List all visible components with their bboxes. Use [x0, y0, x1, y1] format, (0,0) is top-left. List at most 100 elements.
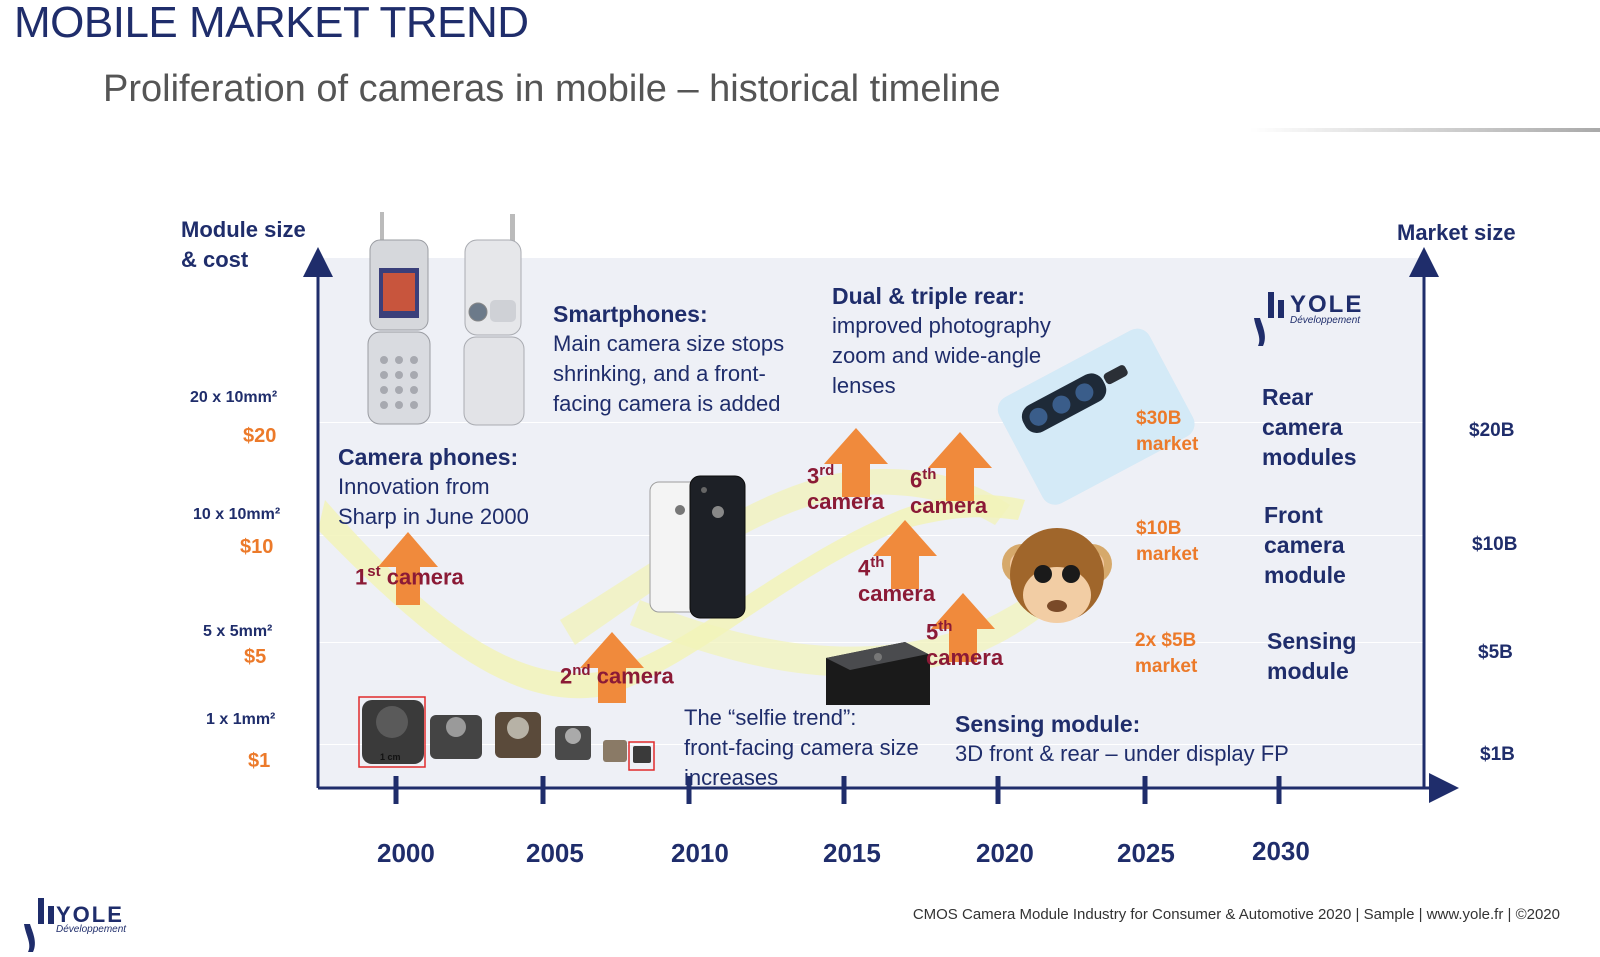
x-tick: 2020 — [976, 838, 1034, 868]
animoji-monkey-image — [1002, 528, 1112, 623]
segment-line: module — [1264, 562, 1346, 588]
y-size-tick: 1 x 1mm² — [206, 711, 276, 728]
arrow-up-icon — [931, 593, 995, 662]
callout-line: The “selfie trend”: — [684, 705, 857, 730]
arrow-up-icon — [928, 432, 992, 501]
arrow-up-icon — [873, 520, 937, 589]
gridline — [318, 744, 1424, 745]
camera-ordinal: th — [922, 466, 937, 483]
segment-line: camera — [1262, 414, 1343, 440]
market-size-tick: $1B — [1480, 744, 1515, 765]
callout-line: Main camera size stops — [553, 331, 785, 356]
right-axis-label: Market size — [1397, 220, 1516, 245]
camera-word: camera — [807, 489, 885, 515]
x-tick-marks — [393, 776, 1282, 804]
camera-num: 6 — [910, 467, 923, 493]
y-cost-tick: $5 — [244, 646, 267, 668]
callout-line: shrinking, and a front- — [553, 361, 766, 386]
camera-num: 2 — [560, 663, 573, 689]
callout-line: increases — [684, 765, 779, 790]
logo-brand: YOLE — [56, 902, 124, 927]
market-size-tick: $20B — [1469, 420, 1515, 441]
y-size-tick: 20 x 10mm² — [190, 389, 278, 406]
page-title: MOBILE MARKET TREND — [14, 0, 529, 47]
left-axis-label-line: & cost — [181, 247, 249, 272]
left-axis-label-line: Module size — [181, 217, 306, 242]
callout-heading: Dual & triple rear: — [832, 283, 1025, 309]
callout-line: 3D front & rear – under display FP — [955, 741, 1289, 766]
iphone-image — [649, 475, 746, 619]
segment-sensing: Sensing module — [1267, 626, 1356, 686]
camera-num: 3 — [807, 463, 820, 489]
camera-word: camera — [858, 581, 936, 607]
camera-num: 5 — [926, 619, 939, 645]
segment-line: modules — [1262, 444, 1357, 470]
x-tick: 2030 — [1252, 836, 1310, 866]
camera-word: camera — [926, 645, 1004, 671]
market-label-5b: 2x $5B market — [1135, 628, 1197, 680]
logo-sub: Développement — [1290, 315, 1361, 326]
footer-yole-logo: YOLE Développement — [56, 902, 126, 935]
flip-phone-front-image — [367, 212, 431, 425]
x-tick: 2000 — [377, 838, 435, 868]
x-tick: 2010 — [671, 838, 729, 868]
market-word: market — [1136, 434, 1199, 455]
segment-line: module — [1267, 658, 1349, 684]
camera-label-1st: 1st camera — [355, 563, 464, 590]
x-tick: 2015 — [823, 838, 881, 868]
camera-ordinal: th — [870, 554, 885, 571]
market-value: $30B — [1136, 408, 1182, 429]
segment-line: Sensing — [1267, 628, 1357, 654]
camera-word: camera — [596, 663, 674, 689]
camera-ordinal: st — [367, 563, 381, 580]
callout-selfie: The “selfie trend”: front-facing camera … — [684, 703, 919, 793]
flip-phone-back-image — [463, 214, 525, 426]
segment-line: Rear — [1262, 384, 1314, 410]
market-value: $10B — [1136, 518, 1182, 539]
callout-line: facing camera is added — [553, 391, 781, 416]
trend-band — [318, 494, 1025, 699]
market-word: market — [1136, 544, 1199, 565]
x-tick: 2025 — [1117, 838, 1175, 868]
camera-modules-image — [362, 700, 651, 764]
market-label-30b: $30B market — [1136, 406, 1198, 458]
callout-line: Innovation from — [338, 474, 490, 499]
y-size-tick: 10 x 10mm² — [193, 506, 281, 523]
callout-line: lenses — [832, 373, 896, 398]
callout-line: zoom and wide-angle — [832, 343, 1042, 368]
market-size-tick: $5B — [1478, 642, 1513, 663]
arrow-up-icon — [824, 428, 888, 497]
camera-label-5th: 5th camera — [926, 618, 1003, 671]
callout-heading: Smartphones: — [553, 301, 708, 327]
callout-line: front-facing camera size — [684, 735, 919, 760]
camera-word: camera — [386, 564, 464, 590]
module-highlight-box — [628, 741, 655, 771]
callout-heading: Sensing module: — [955, 711, 1141, 737]
callout-heading: Camera phones: — [338, 444, 519, 470]
market-size-tick: $10B — [1472, 534, 1518, 555]
segment-front: Front camera module — [1264, 500, 1346, 590]
gridline — [318, 642, 1424, 643]
camera-ordinal: rd — [819, 462, 835, 479]
logo-sub: Développement — [56, 924, 127, 935]
y-size-tick: 5 x 5mm² — [203, 623, 273, 640]
gridline — [318, 422, 1424, 423]
camera-ordinal: nd — [572, 662, 591, 679]
smartphone-edge-image — [826, 642, 930, 705]
module-highlight-box — [358, 696, 426, 768]
y-cost-tick: $20 — [243, 425, 277, 447]
camera-label-6th: 6th camera — [910, 466, 987, 519]
callout-dual-triple: Dual & triple rear: improved photography… — [832, 281, 1051, 401]
page-subtitle: Proliferation of cameras in mobile – his… — [103, 68, 1001, 110]
camera-label-4th: 4th camera — [858, 554, 935, 607]
segment-line: Front — [1264, 502, 1323, 528]
camera-label-3rd: 3rd camera — [807, 462, 884, 515]
market-label-10b: $10B market — [1136, 516, 1198, 568]
callout-sensing: Sensing module: 3D front & rear – under … — [955, 709, 1289, 769]
segment-line: camera — [1264, 532, 1345, 558]
logo-brand: YOLE — [1290, 291, 1364, 318]
camera-label-2nd: 2nd camera — [560, 662, 674, 689]
x-tick: 2005 — [526, 838, 584, 868]
market-word: market — [1135, 656, 1198, 677]
